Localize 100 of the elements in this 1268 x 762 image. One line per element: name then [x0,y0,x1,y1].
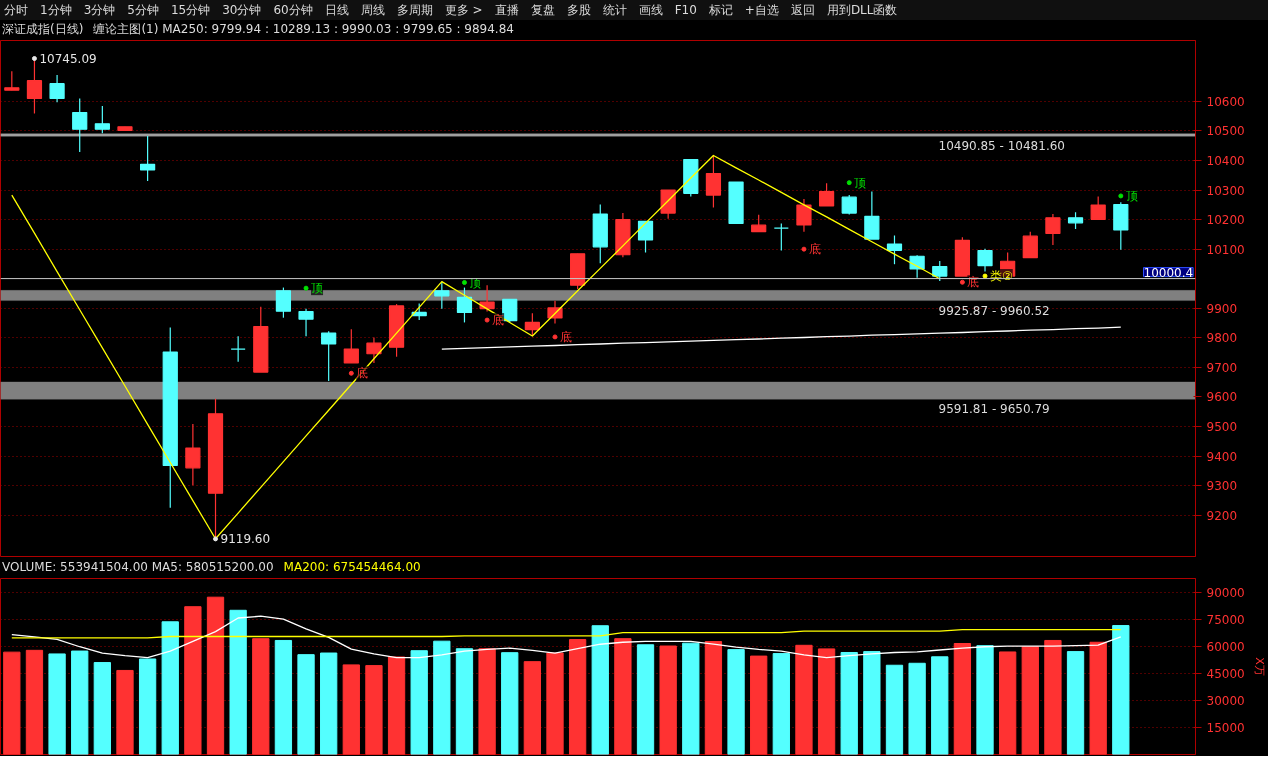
ref-line-label: 10000.4 [1143,265,1194,280]
bar [659,645,677,755]
candlestick [343,328,359,364]
bar [93,662,111,755]
point [213,536,219,542]
bar [455,648,474,755]
candlestick [841,194,857,216]
y-tick-label: 90000 [1206,586,1245,601]
bar [1044,639,1062,755]
candlestick [275,286,292,319]
point [1118,193,1124,199]
text: 多周期 [396,3,433,17]
bar [704,641,723,755]
point [303,285,309,291]
bar [931,656,949,755]
bar [636,644,655,755]
candlestick [1045,213,1061,246]
bar [433,640,451,755]
candlestick [26,57,43,115]
bar [71,650,89,755]
line-series [11,615,1122,659]
bar [501,652,519,755]
bar [546,652,564,755]
bar [817,648,836,755]
y-tick-label: 10200 [1206,213,1245,228]
candlestick [818,182,835,207]
y-tick-label: 9300 [1206,479,1238,494]
candlestick [1090,195,1106,220]
candlestick [321,330,337,382]
y-tick-label: 10500 [1206,124,1245,139]
text: 多股 [566,3,591,17]
bar [591,625,609,755]
bar [229,609,247,755]
line-series [11,629,1122,639]
text: 60分钟 [273,3,313,17]
candlestick [185,423,201,486]
candlestick [72,97,88,153]
bar [523,661,542,755]
y-tick-label: 60000 [1206,640,1245,655]
y-tick-label: 9600 [1206,390,1238,405]
bar [387,656,406,755]
text: 日线 [324,3,349,17]
candlestick [230,335,246,363]
y-tick-label: 9700 [1206,360,1238,375]
candlestick [524,312,540,337]
text: 分时 [4,3,28,17]
bar [863,651,881,755]
bar [320,652,338,755]
point [982,273,988,279]
candlestick [298,308,314,337]
bar [252,638,270,755]
text: 15分钟 [170,3,211,17]
candlestick [796,198,812,233]
text: 更多 > [444,3,483,17]
bar [1112,625,1130,755]
text: 用到DLL函数 [826,3,898,17]
bar [478,648,496,755]
bar [297,654,315,755]
data-label: 10745.09 [39,52,97,66]
candlestick [705,154,722,209]
data-label: 底 [967,275,980,290]
y-tick-label: 9900 [1206,301,1238,316]
point [552,334,558,340]
data-label: 底 [356,366,369,381]
bar [885,664,904,755]
bar [365,665,383,755]
candlestick [366,336,382,364]
data-label: 底 [808,242,821,257]
bar [1066,651,1085,755]
y-tick-label: 75000 [1206,613,1245,628]
candlestick [660,189,676,220]
point [484,317,490,323]
band-label: 9591.81 - 9650.79 [938,402,1050,417]
y-tick-label: 9400 [1206,449,1238,464]
bar [342,664,360,755]
candlestick [502,298,518,324]
bar [682,642,700,755]
data-label: 顶 [469,275,482,290]
data-label: 底 [492,313,505,328]
point [31,56,37,61]
candlestick [140,135,156,182]
bar [206,596,225,755]
candlestick [773,222,789,252]
y-tick-label: 9500 [1206,419,1238,434]
data-label: 9119.60 [220,532,271,547]
text: 1分钟 [40,3,72,17]
point [801,246,807,252]
bar [116,669,134,755]
text: 5分钟 [127,3,159,17]
point [348,370,354,376]
y-axis-title: X万 [1252,657,1266,676]
candlestick [864,190,880,240]
bar [976,645,994,755]
y-tick-label: 10100 [1206,242,1245,257]
data-label: 底 [560,329,572,344]
chart-subtitle: MA200: 675454464.00 [283,560,421,574]
bar [772,653,790,755]
bar [48,653,66,755]
point [959,279,965,285]
text: F10 [674,3,697,17]
